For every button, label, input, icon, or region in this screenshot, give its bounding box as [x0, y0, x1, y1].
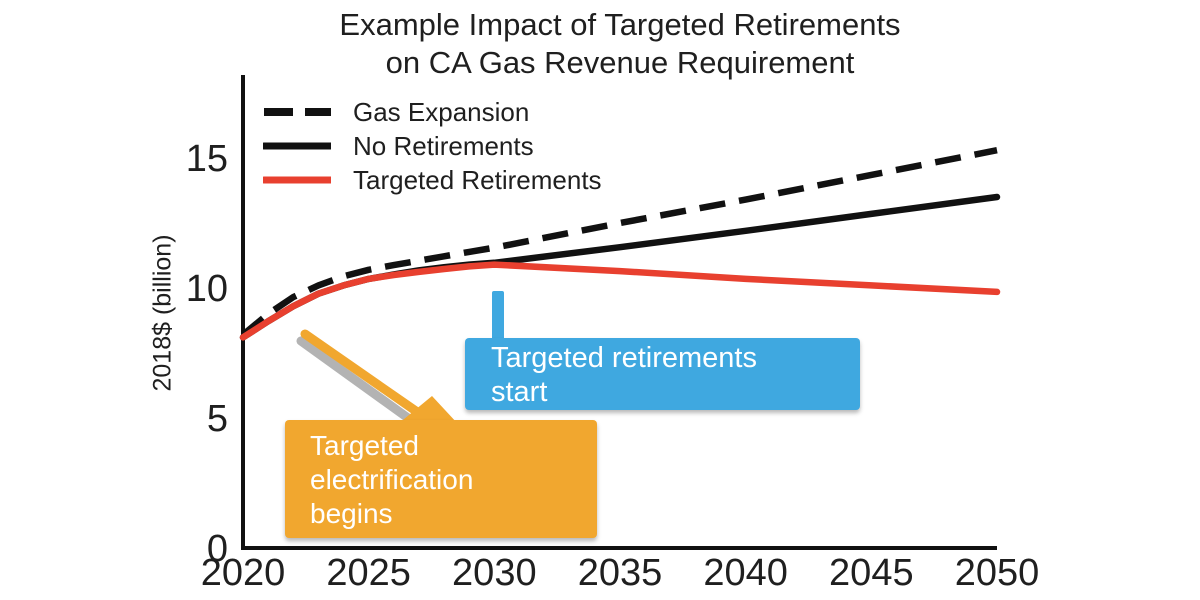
- chart-title-line1: Example Impact of Targeted Retirements: [339, 7, 901, 42]
- series-lines: [239, 147, 1001, 341]
- solid-line-swatch-icon: [263, 142, 331, 150]
- x-tick-label-2045: 2045: [829, 552, 914, 594]
- electrification-leader-line: [300, 329, 441, 430]
- x-tick-label-2040: 2040: [703, 552, 788, 594]
- x-tick-label-2030: 2030: [452, 552, 537, 594]
- series-line-targeted-retirements: [239, 261, 1001, 341]
- legend-row-no-retirements: No Retirements: [263, 129, 602, 163]
- callout-electrification-line3: begins: [310, 498, 393, 529]
- callout-retirements-line1: Targeted retirements: [491, 342, 757, 374]
- x-tick-label-2020: 2020: [200, 552, 286, 594]
- x-tick-label-2035: 2035: [577, 552, 663, 594]
- series-line-no-retirements: [239, 193, 1001, 341]
- callout-retirements-line2: start: [491, 376, 548, 408]
- y-tick-label-10: 10: [185, 268, 228, 310]
- y-tick-label-15: 15: [185, 138, 228, 180]
- x-tick-label-2025: 2025: [326, 552, 411, 594]
- electrification-leader-shadow: [296, 336, 431, 436]
- y-axis-label: 2018$ (billion): [148, 234, 177, 392]
- callout-electrification-line1: Targeted: [310, 430, 419, 461]
- red-line-swatch-icon: [263, 176, 331, 184]
- legend-row-targeted-retirements: Targeted Retirements: [263, 163, 602, 197]
- callout-targeted-electrification-begins: Targeted electrification begins: [285, 420, 597, 538]
- legend: Gas Expansion No Retirements Targeted Re…: [263, 95, 602, 197]
- legend-label-gas-expansion: Gas Expansion: [353, 96, 530, 127]
- legend-label-no-retirements: No Retirements: [353, 130, 534, 161]
- x-tick-label-2050: 2050: [954, 552, 1040, 594]
- y-tick-label-0: 0: [206, 528, 228, 570]
- retirements-pointer-stem: [492, 291, 504, 345]
- series-line-gas-expansion: [240, 147, 998, 338]
- chart-title: Example Impact of Targeted Retirements o…: [40, 6, 1200, 82]
- legend-row-gas-expansion: Gas Expansion: [263, 95, 602, 129]
- electrification-leader-arrow: [398, 396, 458, 424]
- legend-label-targeted-retirements: Targeted Retirements: [353, 164, 602, 195]
- callout-targeted-retirements-start: Targeted retirements start: [465, 338, 860, 410]
- chart-title-line2: on CA Gas Revenue Requirement: [385, 45, 855, 80]
- callout-electrification-line2: electrification: [310, 464, 474, 495]
- dashed-line-swatch-icon: [264, 108, 331, 116]
- y-tick-label-5: 5: [206, 398, 228, 440]
